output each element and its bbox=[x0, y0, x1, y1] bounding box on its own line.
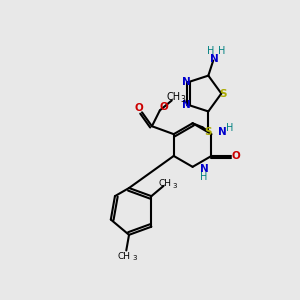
Text: 3: 3 bbox=[181, 95, 185, 104]
Text: H: H bbox=[207, 46, 214, 56]
Text: 3: 3 bbox=[132, 255, 137, 261]
Text: H: H bbox=[218, 46, 226, 56]
Text: N: N bbox=[210, 54, 219, 64]
Text: N: N bbox=[218, 127, 227, 137]
Text: O: O bbox=[159, 102, 168, 112]
Text: O: O bbox=[135, 103, 143, 113]
Text: 3: 3 bbox=[172, 183, 177, 189]
Text: S: S bbox=[220, 88, 227, 98]
Text: N: N bbox=[182, 77, 191, 88]
Text: N: N bbox=[200, 164, 208, 174]
Text: H: H bbox=[226, 123, 234, 133]
Text: O: O bbox=[232, 151, 241, 161]
Text: CH: CH bbox=[167, 92, 181, 103]
Text: S: S bbox=[205, 127, 212, 137]
Text: N: N bbox=[182, 100, 191, 110]
Text: CH: CH bbox=[118, 252, 131, 261]
Text: H: H bbox=[200, 172, 207, 182]
Text: CH: CH bbox=[159, 179, 172, 188]
